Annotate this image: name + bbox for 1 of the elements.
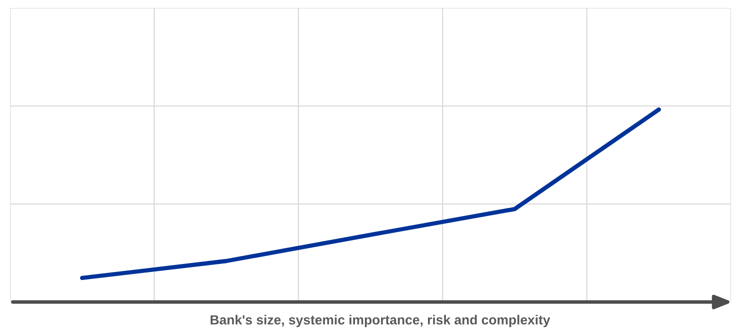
x-axis-title: Bank's size, systemic importance, risk and complexity (210, 314, 550, 328)
